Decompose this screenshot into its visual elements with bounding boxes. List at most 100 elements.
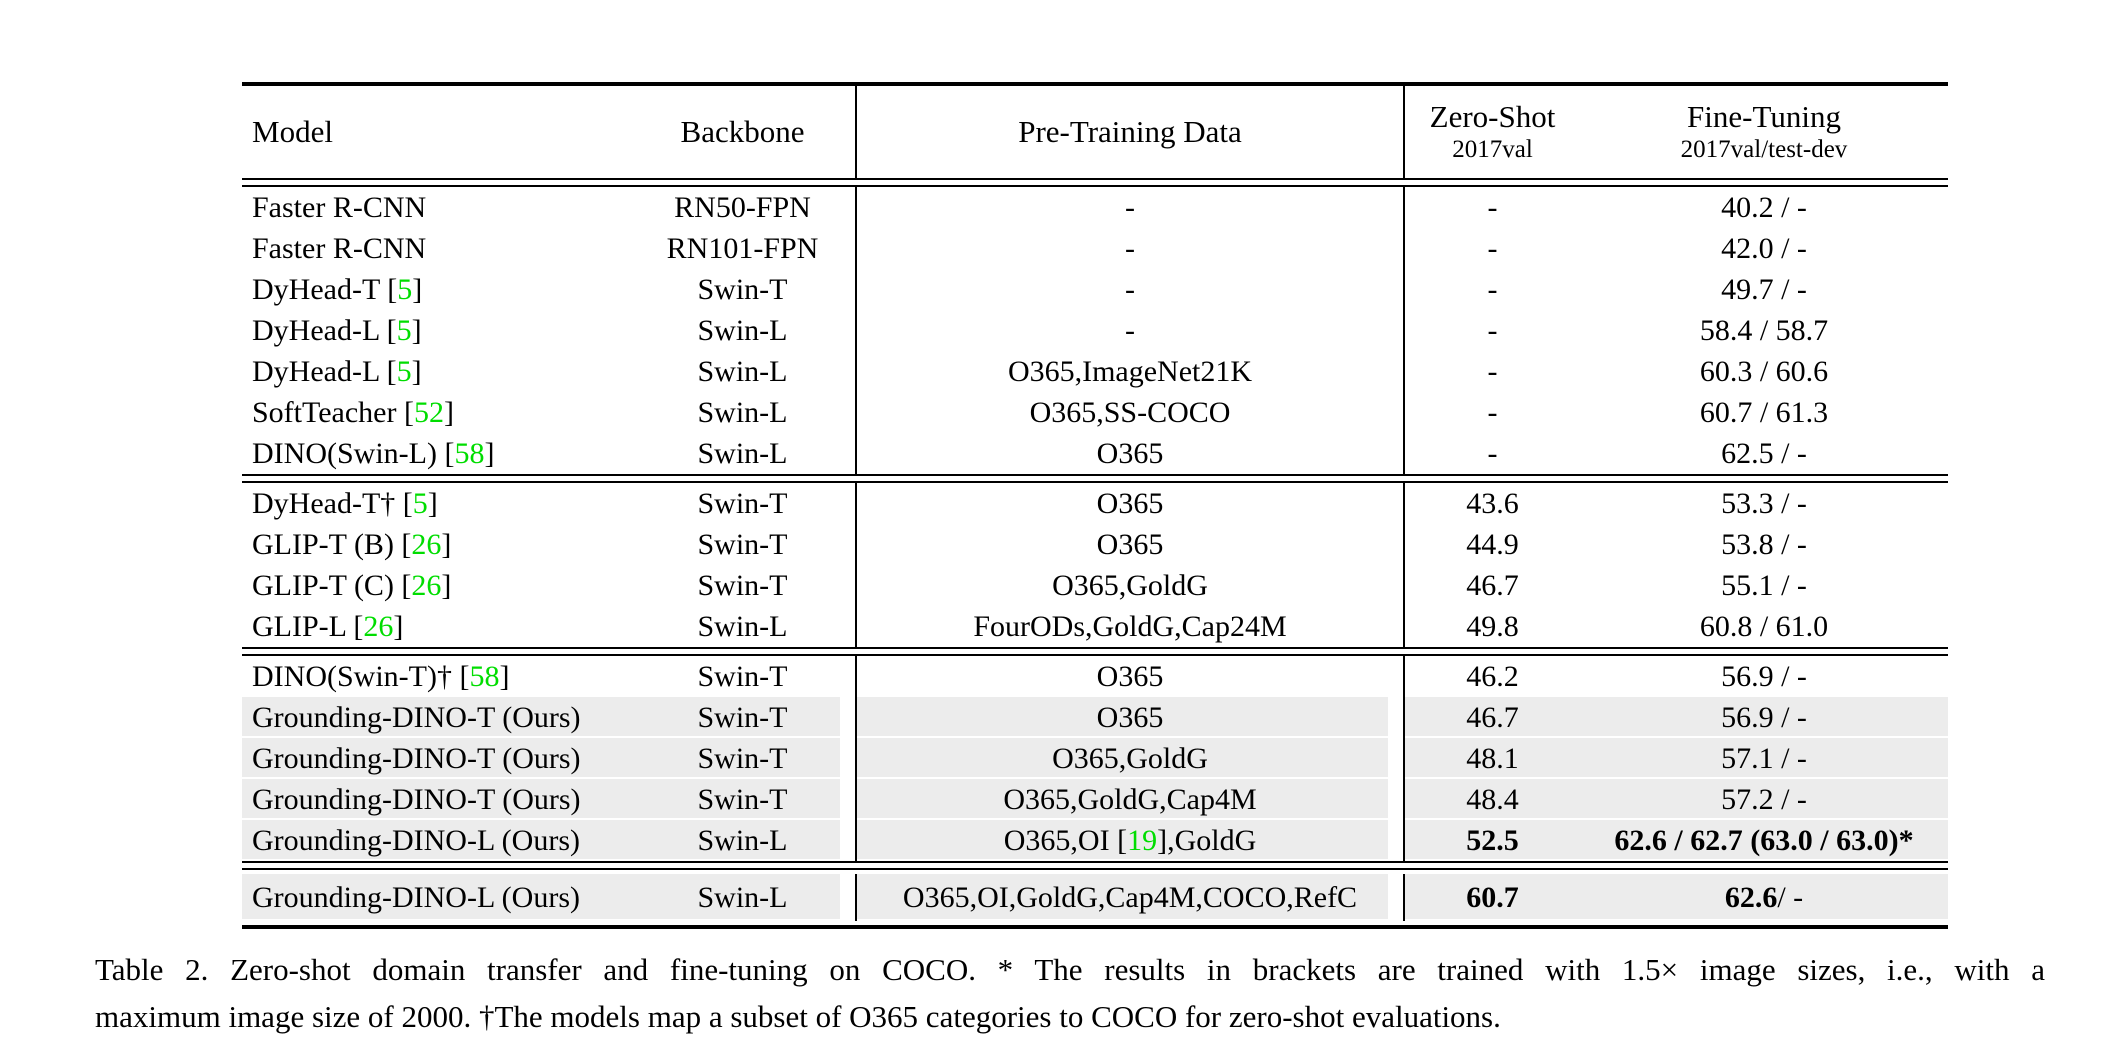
- model-cell: DINO(Swin-T)† [58]: [242, 656, 630, 697]
- pretrain-value: O365: [1096, 436, 1164, 470]
- backbone-cell: Swin-T: [630, 483, 855, 524]
- citation-link[interactable]: 52: [413, 395, 444, 429]
- pretraining-data-cell: O365,GoldG: [855, 738, 1403, 779]
- zero-shot-cell: -: [1403, 351, 1580, 392]
- citation-link[interactable]: 5: [396, 354, 412, 388]
- pretrain-value: O365,GoldG: [1052, 741, 1208, 775]
- header-fine-tuning-title: Fine-Tuning: [1687, 99, 1841, 134]
- table-row: DINO(Swin-L) [58] Swin-L O365 - 62.5 / -: [242, 433, 1948, 474]
- citation-link[interactable]: 19: [1127, 823, 1158, 857]
- table-group: Grounding-DINO-L (Ours) Swin-L O365,OI,G…: [242, 870, 1948, 925]
- caption-line-2: maximum image size of 2000. †The models …: [95, 999, 1501, 1034]
- backbone-cell: Swin-T: [630, 565, 855, 606]
- model-name-suffix: ]: [427, 486, 438, 520]
- model-name-suffix: ]: [499, 659, 510, 693]
- backbone-value: Swin-T: [697, 486, 788, 520]
- model-name: SoftTeacher [: [252, 395, 414, 429]
- backbone-value: RN50-FPN: [674, 190, 811, 224]
- fine-tuning-value: 56.9 / -: [1721, 700, 1807, 734]
- fine-tuning-cell: 58.4 / 58.7: [1580, 310, 1948, 351]
- header-model: Model: [242, 86, 630, 178]
- citation-link[interactable]: 5: [397, 272, 413, 306]
- model-name: DyHead-L [: [252, 313, 397, 347]
- zero-shot-value: 44.9: [1466, 527, 1519, 561]
- model-cell: Grounding-DINO-T (Ours): [242, 738, 630, 779]
- model-cell: DINO(Swin-L) [58]: [242, 433, 630, 474]
- fine-tuning-value: / -: [1777, 880, 1804, 914]
- citation-link[interactable]: 26: [411, 527, 442, 561]
- table-row: Grounding-DINO-L (Ours) Swin-L O365,OI,G…: [242, 874, 1948, 921]
- citation-link[interactable]: 26: [411, 568, 442, 602]
- pretrain-value: O365: [1096, 486, 1164, 520]
- model-cell: Grounding-DINO-T (Ours): [242, 697, 630, 738]
- zero-shot-value-bold: 60.7: [1466, 880, 1519, 914]
- zero-shot-value: -: [1487, 272, 1498, 306]
- backbone-value: Swin-L: [697, 354, 788, 388]
- table-row: GLIP-L [26] Swin-L FourODs,GoldG,Cap24M …: [242, 606, 1948, 647]
- table-group: DINO(Swin-T)† [58] Swin-T O365 46.2 56.9…: [242, 656, 1948, 861]
- pretrain-value: O365,GoldG,Cap4M: [1003, 782, 1257, 816]
- model-name-suffix: ]: [443, 395, 454, 429]
- model-name: Grounding-DINO-L (Ours): [252, 880, 580, 914]
- model-name: GLIP-T (B) [: [252, 527, 412, 561]
- model-cell: Grounding-DINO-L (Ours): [242, 820, 630, 861]
- fine-tuning-cell: 56.9 / -: [1580, 697, 1948, 738]
- fine-tuning-cell: 40.2 / -: [1580, 187, 1948, 228]
- table-row: Grounding-DINO-T (Ours) Swin-T O365 46.7…: [242, 697, 1948, 738]
- fine-tuning-value: 55.1 / -: [1721, 568, 1807, 602]
- table-body: Faster R-CNN RN50-FPN - - 40.2 / - Faste…: [242, 187, 1948, 925]
- citation-link[interactable]: 58: [454, 436, 485, 470]
- backbone-value: Swin-L: [697, 609, 788, 643]
- pretraining-data-cell: O365: [855, 433, 1403, 474]
- model-name-suffix: ]: [441, 568, 452, 602]
- model-cell: DyHead-L [5]: [242, 351, 630, 392]
- group-separator-rule: [242, 861, 1948, 870]
- citation-link[interactable]: 5: [396, 313, 412, 347]
- pretraining-data-cell: FourODs,GoldG,Cap24M: [855, 606, 1403, 647]
- zero-shot-cell: 48.4: [1403, 779, 1580, 820]
- table-row: DyHead-L [5] Swin-L - - 58.4 / 58.7: [242, 310, 1948, 351]
- fine-tuning-cell: 42.0 / -: [1580, 228, 1948, 269]
- model-name: DINO(Swin-L) [: [252, 436, 455, 470]
- table-row: Grounding-DINO-L (Ours) Swin-L O365,OI […: [242, 820, 1948, 861]
- backbone-cell: Swin-L: [630, 606, 855, 647]
- backbone-value: RN101-FPN: [666, 231, 819, 265]
- model-name-suffix: ]: [393, 609, 404, 643]
- fine-tuning-cell: 62.5 / -: [1580, 433, 1948, 474]
- zero-shot-value: -: [1487, 395, 1498, 429]
- zero-shot-value: 46.7: [1466, 568, 1519, 602]
- backbone-cell: RN50-FPN: [630, 187, 855, 228]
- fine-tuning-cell: 57.1 / -: [1580, 738, 1948, 779]
- model-name: DINO(Swin-T)† [: [252, 659, 470, 693]
- zero-shot-cell: 49.8: [1403, 606, 1580, 647]
- zero-shot-cell: -: [1403, 433, 1580, 474]
- backbone-cell: Swin-T: [630, 779, 855, 820]
- fine-tuning-cell: 53.3 / -: [1580, 483, 1948, 524]
- fine-tuning-cell: 57.2 / -: [1580, 779, 1948, 820]
- table-row: GLIP-T (B) [26] Swin-T O365 44.9 53.8 / …: [242, 524, 1948, 565]
- fine-tuning-value-bold: 62.6: [1724, 880, 1778, 914]
- citation-link[interactable]: 5: [412, 486, 428, 520]
- fine-tuning-value: 57.1 / -: [1721, 741, 1807, 775]
- citation-link[interactable]: 26: [363, 609, 394, 643]
- model-cell: Faster R-CNN: [242, 228, 630, 269]
- backbone-cell: Swin-L: [630, 820, 855, 861]
- backbone-value: Swin-T: [697, 527, 788, 561]
- citation-link[interactable]: 58: [469, 659, 500, 693]
- fine-tuning-value: 56.9 / -: [1721, 659, 1807, 693]
- backbone-cell: Swin-L: [630, 433, 855, 474]
- table-bottom-rule: [242, 925, 1948, 929]
- zero-shot-cell: 43.6: [1403, 483, 1580, 524]
- backbone-value: Swin-L: [697, 313, 788, 347]
- pretrain-value-suffix: ],GoldG: [1157, 823, 1257, 857]
- header-pretraining-data: Pre-Training Data: [855, 86, 1403, 178]
- backbone-cell: RN101-FPN: [630, 228, 855, 269]
- model-name: Grounding-DINO-T (Ours): [252, 741, 581, 775]
- backbone-value: Swin-L: [697, 436, 788, 470]
- fine-tuning-value: 57.2 / -: [1721, 782, 1807, 816]
- zero-shot-value: 43.6: [1466, 486, 1519, 520]
- pretrain-value: O365,ImageNet21K: [1007, 354, 1253, 388]
- zero-shot-cell: 46.7: [1403, 565, 1580, 606]
- pretrain-value: O365: [1096, 527, 1164, 561]
- pretraining-data-cell: -: [855, 228, 1403, 269]
